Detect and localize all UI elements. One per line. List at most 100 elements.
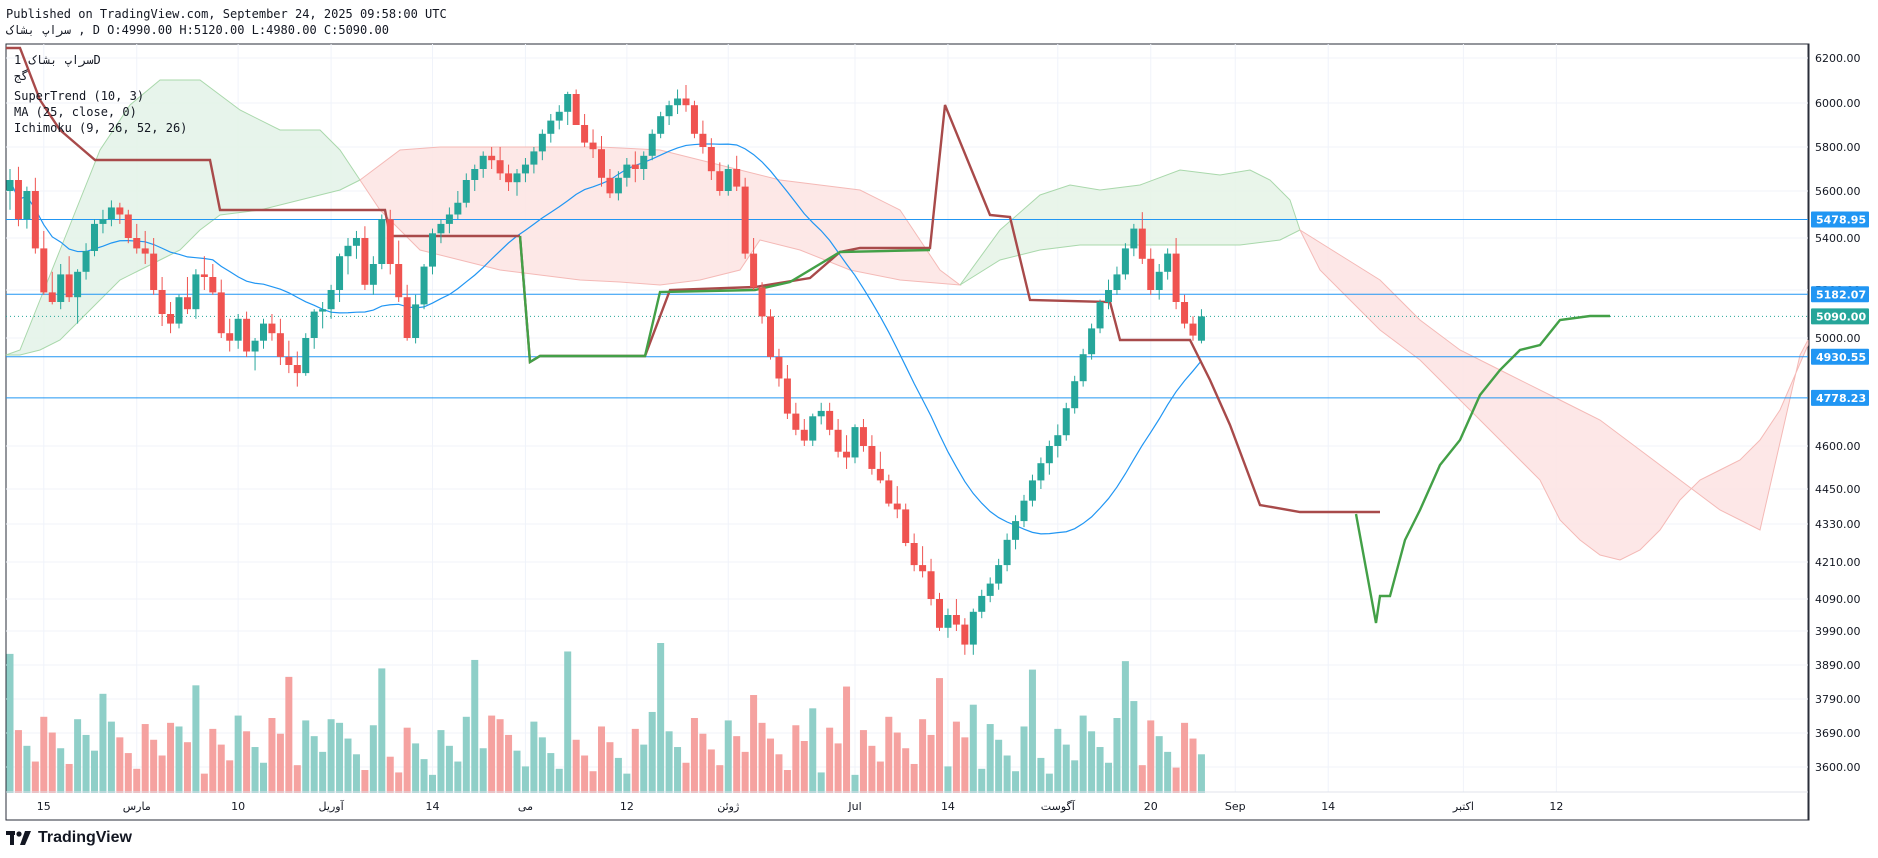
volume-bar [74,719,82,793]
candle-body [631,164,639,169]
time-tick-label: Jul [847,800,861,813]
volume-bar [462,716,470,793]
candle-body [767,316,774,357]
volume-bar [141,724,149,793]
candle-body [995,565,1003,584]
candle-body [82,251,90,272]
candle-body [1088,328,1096,355]
candle-body [226,333,234,341]
supertrend-down-line-2 [518,104,1380,514]
candle-body [606,177,614,194]
volume-bar [336,722,344,793]
volume-bar [1020,726,1028,793]
volume-bar [885,716,893,793]
volume-bar [640,744,648,793]
candle-body [99,219,107,224]
candle-body [429,233,436,267]
candle-body [1197,316,1205,341]
candle-body [716,171,724,191]
candle-body [1079,354,1087,382]
published-line: Published on TradingView.com, September … [6,7,447,21]
candle-body [876,468,884,481]
volume-bar [175,726,183,793]
volume-bar [1003,755,1011,793]
volume-bar [1071,760,1079,793]
volume-bar [1028,669,1036,793]
candle-body [750,253,758,288]
time-tick-label: 10 [231,800,245,813]
candle-body [1003,539,1011,566]
volume-bar [369,725,377,793]
volume-bar [547,753,555,793]
candle-body [564,94,572,112]
last-price-label: 5090.00 [1816,310,1866,323]
volume-bar [40,716,48,793]
candle-body [471,169,479,180]
candle-body [141,248,149,254]
candle-body [640,155,648,169]
volume-bar [479,748,487,793]
candle-body [648,133,656,156]
volume-bar [952,721,960,793]
candle-body [14,180,22,220]
volume-bar [1054,728,1062,793]
price-line-label-box [1811,389,1869,406]
time-tick-label: اکتبر [1452,800,1474,813]
volume-bar [378,668,386,793]
volume-bar [183,742,191,793]
volume-bar [496,719,504,793]
volume-bar [995,739,1003,793]
candle-body [344,245,352,257]
candle-body [361,238,369,285]
tradingview-logo: TradingView [6,829,132,847]
candle-body [707,147,715,172]
volume-bar [513,750,521,793]
volume-bar [1062,744,1070,793]
time-tick-label: 14 [1321,800,1335,813]
candle-body [893,503,901,510]
brand-name: TradingView [38,829,132,846]
candle-body [378,219,386,264]
candle-body [572,94,580,125]
volume-bar [944,766,952,793]
volume-bar [631,728,639,793]
volume-bar [57,748,65,793]
candle-body [530,151,538,165]
volume-bar [792,725,800,793]
volume-bar [488,715,496,793]
volume-bar [167,722,175,793]
volume-bar [902,748,910,793]
price-line-label: 4930.55 [1816,351,1866,364]
candle-body [234,318,242,341]
volume-bar [1172,767,1180,793]
price-tick-label: 3890.00 [1815,659,1861,672]
volume-bar [936,678,943,793]
price-tick-label: 5600.00 [1815,185,1861,198]
volume-bar [209,728,217,793]
volume-bar [505,734,513,793]
candle-body [809,416,817,441]
volume-bar [775,754,783,793]
candle-body [1054,435,1062,446]
volume-bar [834,743,842,793]
candle-body [1147,258,1155,290]
volume-bar [420,759,428,793]
candle-body [589,142,597,150]
candle-body [783,378,791,414]
price-tick-label: 6000.00 [1815,97,1861,110]
volume-bar [910,763,918,793]
candle-body [758,287,766,317]
candle-body [623,164,631,178]
candle-body [310,311,318,338]
candle-body [302,338,310,374]
candle-body [800,429,808,441]
candle-body [665,105,673,117]
candle-body [690,105,698,134]
candle-body [260,323,267,341]
volume-bar [82,734,90,793]
candle-body [674,98,682,106]
time-tick-label: مارس [123,800,151,813]
volume-bar [192,685,200,793]
candle-body [724,169,732,191]
